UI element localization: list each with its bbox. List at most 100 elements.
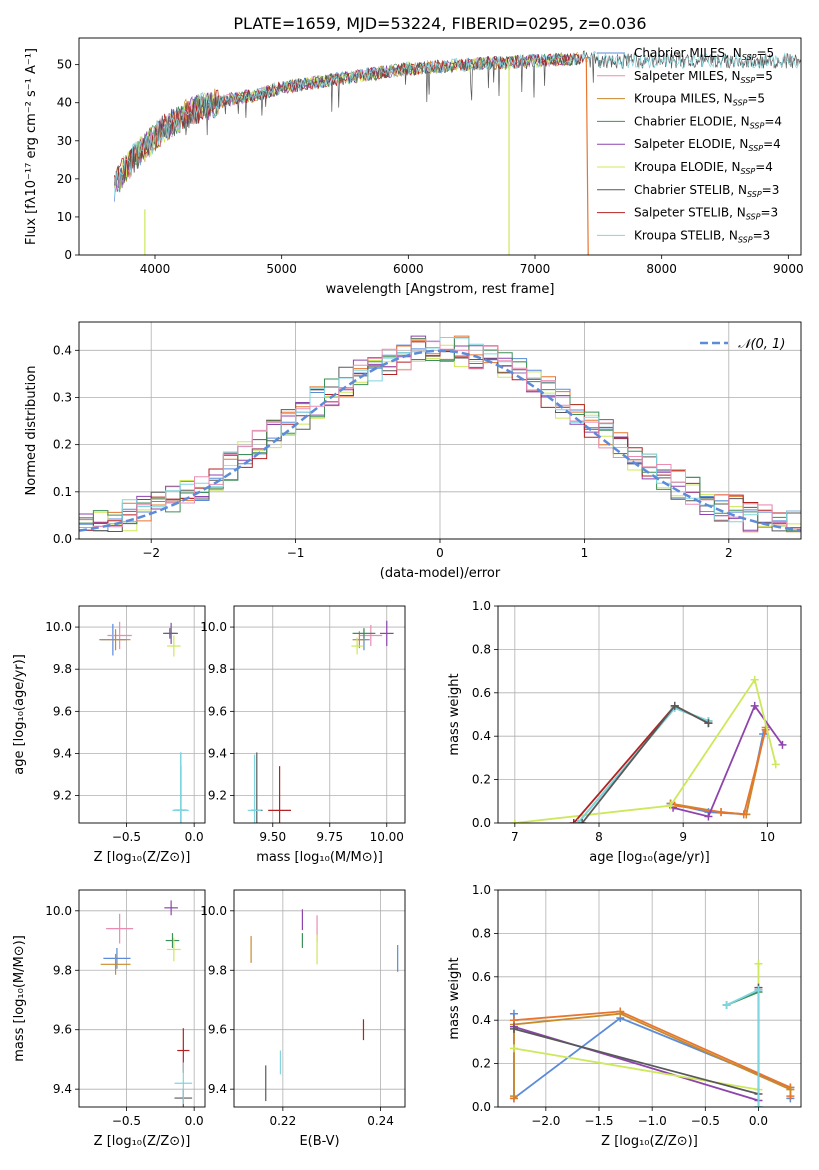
- x-axis-label: Z [log₁₀(Z/Z⊙)]: [94, 850, 191, 865]
- y-tick-label: 10.0: [45, 620, 72, 634]
- y-tick-label: 9.6: [208, 704, 227, 718]
- mass-weight-marker: [670, 701, 679, 710]
- y-tick-label: 0.1: [53, 485, 72, 499]
- plot-area: [510, 675, 787, 823]
- y-tick-label: 0.8: [472, 642, 491, 656]
- axes-frame: [497, 889, 802, 1108]
- y-axis-label: mass [log₁₀(M/M⊙)]: [12, 935, 27, 1062]
- y-tick-label: 30: [57, 134, 72, 148]
- mass-weight-line: [674, 729, 767, 816]
- axes-frame: [78, 321, 802, 540]
- x-tick-label: −2.0: [531, 1114, 560, 1128]
- axes-frame: [497, 605, 802, 824]
- mass-weight-line: [670, 727, 767, 816]
- mass-weight-marker: [666, 801, 675, 810]
- x-tick-label: −1: [287, 546, 305, 560]
- axes-frame: [78, 37, 802, 256]
- mass-weight-marker: [739, 810, 748, 819]
- legend-label: 𝒩(0, 1): [738, 337, 785, 352]
- y-tick-label: 10: [57, 210, 72, 224]
- spectrum-line-kroupa-stelib: [114, 50, 801, 197]
- x-tick-label: 9000: [773, 262, 804, 276]
- y-tick-label: 1.0: [472, 883, 491, 897]
- y-tick-label: 9.6: [53, 1023, 72, 1037]
- mass-weight-line: [513, 1012, 791, 1097]
- mass-weight-marker: [510, 819, 519, 823]
- mass-weight-marker: [754, 959, 763, 968]
- legend-label: Chabrier STELIB, NSSP=3: [634, 183, 779, 199]
- legend-label: Kroupa ELODIE, NSSP=4: [634, 160, 773, 176]
- spectrum-legend: Chabrier MILES, NSSP=5 Salpeter MILES, NS…: [597, 46, 782, 244]
- y-tick-label: 9.4: [53, 746, 72, 760]
- plot-area: [79, 335, 801, 533]
- x-tick-label: 9.50: [259, 830, 286, 844]
- x-tick-label: 2: [725, 546, 733, 560]
- y-tick-label: 1.0: [472, 599, 491, 613]
- x-tick-label: −0.5: [112, 1114, 141, 1128]
- x-axis-label: (data-model)/error: [380, 566, 501, 581]
- mass-weight-marker: [722, 1001, 731, 1010]
- mass-weight-marker: [754, 985, 763, 994]
- axes-frame: [78, 605, 206, 824]
- residual-legend: 𝒩(0, 1): [700, 337, 785, 352]
- mass-weight-marker: [771, 760, 780, 769]
- x-tick-label: −2: [142, 546, 160, 560]
- mass-weight-marker: [786, 1085, 795, 1094]
- spectrum-dropout: [585, 57, 589, 255]
- y-tick-label: 9.2: [208, 789, 227, 803]
- x-tick-label: 0.0: [185, 830, 204, 844]
- y-tick-label: 0.6: [472, 686, 491, 700]
- spectrum-panel: 4000 5000 6000 7000 8000 9000 0 10 20 30 40 50 wavel…: [24, 37, 804, 297]
- x-tick-label: −1.0: [638, 1114, 667, 1128]
- mass-weight-marker: [754, 1103, 763, 1107]
- x-axis-label: E(B-V): [299, 1134, 339, 1149]
- mass-vs-ebv-panel: 0.22 0.24 9.4 9.6 9.8 10.0 E(B-V): [200, 889, 406, 1149]
- y-tick-label: 0.4: [472, 729, 491, 743]
- x-tick-label: 9.75: [316, 830, 343, 844]
- x-axis-label: mass [log₁₀(M/M⊙)]: [256, 850, 383, 865]
- plot-area: [100, 900, 193, 1107]
- x-axis-label: age [log₁₀(age/yr)]: [589, 850, 710, 865]
- mass-weight-marker: [704, 812, 713, 821]
- y-tick-label: 0.0: [472, 816, 491, 830]
- x-tick-label: 8000: [646, 262, 677, 276]
- y-tick-label: 40: [57, 96, 72, 110]
- normal-curve: [79, 349, 801, 532]
- mass-weight-line: [581, 704, 709, 823]
- y-axis-label: age [log₁₀(age/yr)]: [12, 654, 27, 775]
- y-tick-label: 0.0: [53, 532, 72, 546]
- y-axis-label: Normed distribution: [24, 366, 39, 496]
- mass-weight-marker: [509, 1024, 518, 1033]
- x-tick-label: 5000: [266, 262, 297, 276]
- age-vs-mass-panel: 9.50 9.75 10.00 9.2 9.4 9.6 9.8 10.0 mass [log₁₀…: [200, 605, 406, 865]
- legend-label: Kroupa MILES, NSSP=5: [634, 92, 765, 108]
- axes-frame: [233, 605, 406, 824]
- legend-label: Salpeter ELODIE, NSSP=4: [634, 137, 781, 153]
- residuals-panel: −2 −1 0 1 2 0.0 0.1 0.2 0.3 0.4 (data-model)/error…: [24, 321, 802, 581]
- legend-label: Chabrier MILES, NSSP=5: [634, 46, 774, 62]
- residual-histogram: [79, 338, 801, 530]
- x-tick-label: −0.5: [691, 1114, 720, 1128]
- mass-weight-marker: [750, 675, 759, 684]
- mass-weight-marker: [750, 701, 759, 710]
- axes-frame: [78, 889, 206, 1108]
- x-axis-label: wavelength [Angstrom, rest frame]: [326, 282, 555, 297]
- mass-weight-line: [514, 677, 777, 823]
- mass-weight-marker: [717, 808, 726, 817]
- y-tick-label: 20: [57, 172, 72, 186]
- plot-area: [114, 50, 801, 255]
- x-tick-label: 1: [581, 546, 589, 560]
- x-axis-label: Z [log₁₀(Z/Z⊙)]: [601, 1134, 698, 1149]
- y-tick-label: 9.4: [53, 1082, 72, 1096]
- y-tick-label: 9.6: [208, 1023, 227, 1037]
- axes-frame: [233, 889, 406, 1108]
- x-tick-label: 10.00: [370, 830, 404, 844]
- y-tick-label: 9.8: [53, 662, 72, 676]
- mass-weight-line: [573, 704, 709, 823]
- y-tick-label: 0.0: [472, 1100, 491, 1114]
- x-tick-label: 7: [511, 830, 519, 844]
- mass-weight-vs-metallicity-panel: −2.0 −1.5 −1.0 −0.5 0.0 0.0 0.2 0.4 0.6 0.8 1.0 Z […: [447, 883, 802, 1149]
- residual-histogram: [79, 341, 801, 531]
- x-tick-label: −0.5: [112, 830, 141, 844]
- mass-weight-marker: [778, 740, 787, 749]
